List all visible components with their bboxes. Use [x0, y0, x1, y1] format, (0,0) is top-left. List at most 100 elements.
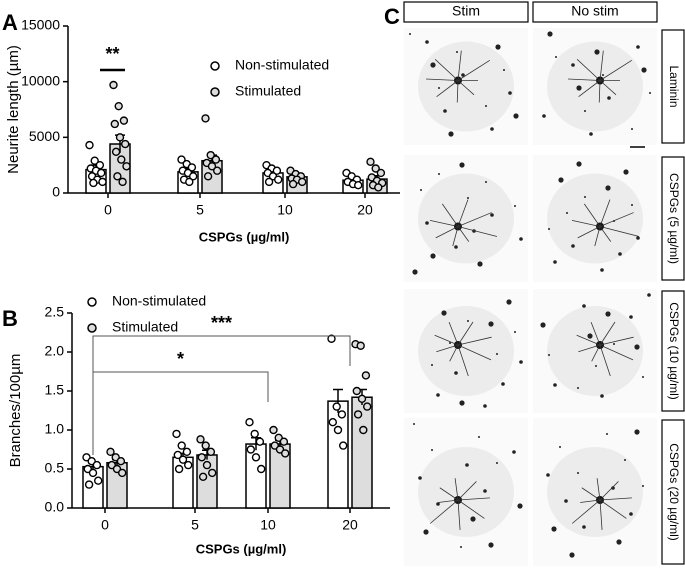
x-tick-label: 10 [260, 517, 276, 533]
cell-debris [576, 161, 582, 167]
cell-debris [587, 333, 593, 339]
data-point [353, 410, 363, 419]
y-axis-label: Neurite length (µm) [5, 45, 22, 174]
data-point [357, 394, 367, 403]
cell-debris [519, 360, 523, 364]
data-point [92, 460, 102, 470]
cell-debris [546, 473, 550, 477]
cell-debris [634, 344, 640, 350]
cell-debris [438, 87, 440, 89]
neurites [571, 478, 632, 530]
cell-debris [634, 429, 640, 435]
cell-debris [631, 204, 633, 206]
cell-debris [649, 92, 651, 94]
cell-debris [600, 394, 604, 398]
data-point [115, 133, 125, 142]
legend-marker [87, 323, 97, 333]
significance-bracket [92, 335, 351, 455]
data-point [352, 386, 361, 396]
data-point [202, 460, 212, 470]
cell-debris [477, 261, 483, 267]
x-axis-label: CSPGs (µg/ml) [196, 541, 287, 556]
neurites [571, 199, 640, 247]
cell-debris [425, 40, 429, 44]
cell-debris [478, 436, 480, 438]
cell-debris [647, 293, 651, 297]
data-point [122, 162, 131, 171]
cell-debris [485, 181, 487, 183]
row-label: CSPGs (20 µg/ml) [667, 443, 681, 541]
data-point [117, 155, 126, 164]
data-point [109, 80, 118, 90]
cell-debris [430, 253, 436, 259]
data-point [374, 183, 383, 192]
data-point [206, 150, 215, 160]
cell-debris [459, 162, 465, 168]
micrograph-glow [418, 173, 514, 264]
panel-label: B [2, 306, 18, 331]
cell-debris [514, 205, 516, 207]
x-tick-label: 5 [196, 202, 204, 218]
cell-debris [558, 177, 564, 183]
x-tick-label: 20 [357, 202, 373, 218]
micrograph-glow [547, 306, 643, 396]
data-point [257, 464, 266, 474]
significance-label: * [177, 349, 184, 369]
micrograph-glow [547, 173, 643, 264]
data-point [182, 447, 192, 457]
cell-debris [431, 449, 433, 451]
data-point [333, 425, 343, 435]
cell-debris [412, 269, 418, 275]
y-tick-label: 10000 [21, 72, 60, 88]
cell-debris [566, 212, 568, 214]
data-point [274, 175, 283, 184]
cell-debris [595, 365, 597, 367]
neurites [429, 478, 490, 530]
cell-debris [438, 173, 440, 175]
data-point [85, 140, 94, 150]
data-point [250, 429, 259, 439]
cell-debris [508, 91, 512, 95]
legend-label: Stimulated [112, 319, 178, 335]
data-point [201, 114, 210, 123]
cell-debris [436, 393, 440, 397]
data-point [269, 425, 278, 435]
cell-debris [642, 376, 644, 378]
y-tick-label: 0.5 [45, 460, 65, 476]
data-point [117, 468, 127, 478]
cell-debris [629, 512, 633, 516]
cell-debris [576, 85, 582, 91]
data-point [183, 460, 193, 470]
data-point [206, 447, 216, 457]
cell-debris [485, 105, 487, 107]
cell-debris [490, 213, 494, 217]
cell-debris [519, 237, 523, 241]
column-header-box [532, 1, 658, 23]
data-point [111, 147, 121, 157]
y-tick-label: 5000 [29, 128, 60, 144]
data-point [245, 418, 254, 427]
data-point [90, 156, 99, 165]
data-point [185, 177, 194, 187]
data-point [96, 168, 106, 178]
y-tick-label: 15000 [21, 17, 60, 33]
data-point [279, 437, 289, 446]
cell-debris [623, 169, 629, 175]
data-point [371, 164, 380, 173]
cell-debris [496, 353, 498, 355]
cell-debris [584, 110, 586, 112]
cell-debris [624, 459, 626, 461]
data-point [327, 334, 336, 343]
data-point [207, 162, 217, 171]
data-point [93, 476, 103, 485]
data-point [88, 468, 98, 478]
cell-debris [553, 260, 557, 264]
data-point [113, 172, 122, 181]
cell-debris [512, 450, 516, 454]
row-label-box [661, 290, 685, 412]
x-tick-label: 0 [101, 517, 109, 533]
cell-debris [441, 310, 447, 316]
cell-debris [606, 433, 608, 435]
cell-debris [551, 526, 557, 532]
